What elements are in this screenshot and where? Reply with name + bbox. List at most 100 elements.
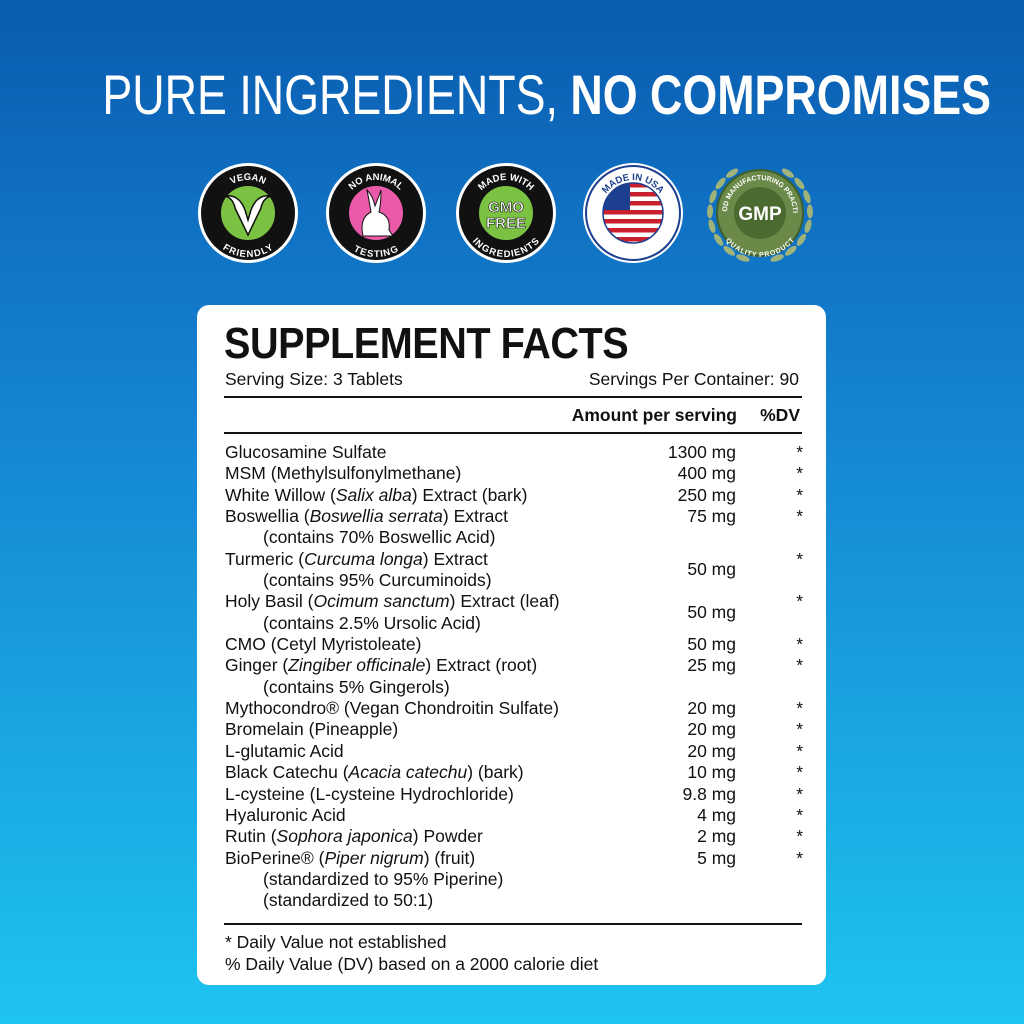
column-header-dv: %DV [760, 405, 800, 425]
ingredient-row: MSM (Methylsulfonylmethane) 400 mg * [225, 463, 803, 484]
facts-rows: Glucosamine Sulfate 1300 mg * MSM (Methylsu… [225, 442, 803, 912]
ingredient-name: Hyaluronic Acid [225, 805, 346, 826]
divider [224, 432, 802, 434]
ingredient-name-text: CMO (Cetyl Myristoleate) [225, 634, 422, 655]
column-header-amount: Amount per serving [571, 405, 737, 425]
ingredient-amount: 5 mg [697, 847, 736, 868]
ingredient-name-suffix: ) Extract [422, 548, 488, 569]
ingredient-row: Mythocondro® (Vegan Chondroitin Sulfate)… [225, 698, 803, 719]
ingredient-row: Hyaluronic Acid 4 mg * [225, 804, 803, 826]
divider [224, 396, 802, 398]
ingredient-name-text: L-glutamic Acid [225, 740, 344, 761]
ingredient-subline: (contains 5% Gingerols) [225, 677, 802, 698]
ingredient-amount: 2 mg [697, 826, 736, 847]
ingredient-name-suffix: ) Extract (bark) [411, 484, 528, 505]
ingredient-subline: (contains 2.5% Ursolic Acid) [225, 613, 802, 634]
ingredient-name: Rutin (Sophora japonica) Powder [225, 826, 483, 847]
ingredient-name: Ginger (Zingiber officinale) Extract (ro… [225, 655, 537, 676]
ingredient-amount: 20 mg [687, 740, 736, 761]
supplement-facts-panel: SUPPLEMENT FACTS Serving Size: 3 Tablets… [197, 305, 826, 985]
ingredient-name-text: Holy Basil ( [225, 591, 314, 612]
ingredient-subline: (standardized to 95% Piperine) [225, 869, 802, 890]
ingredient-latin-name: Boswellia serrata [309, 506, 443, 527]
ingredient-dv: * [796, 442, 803, 462]
ingredient-detail: (standardized to 95% Piperine) [263, 868, 504, 889]
servings-per-container: Servings Per Container: 90 [588, 369, 799, 389]
ingredient-name-text: Rutin ( [225, 826, 277, 847]
ingredient-detail: (standardized to 50:1) [263, 890, 434, 911]
ingredient-subline: (standardized to 50:1) [225, 890, 802, 911]
headline: PURE INGREDIENTS, NO COMPROMISES [102, 62, 991, 127]
ingredient-name-text: L-cysteine (L-cysteine Hydrochloride) [225, 783, 514, 804]
ingredient-row: Glucosamine Sulfate 1300 mg * [225, 442, 803, 463]
ingredient-detail: (contains 2.5% Ursolic Acid) [263, 612, 481, 633]
ingredient-amount: 9.8 mg [682, 783, 737, 804]
usa-flag-icon: MADE IN USA [583, 163, 683, 263]
ingredient-amount: 400 mg [677, 463, 736, 484]
ingredient-amount: 250 mg [677, 484, 736, 505]
ingredient-name-suffix: ) Extract (root) [425, 655, 538, 676]
ingredient-row: Turmeric (Curcuma longa) Extract 50 mg * [225, 548, 803, 580]
ingredient-row: White Willow (Salix alba) Extract (bark)… [225, 484, 803, 506]
ingredient-name: L-cysteine (L-cysteine Hydrochloride) [225, 784, 514, 805]
ingredient-name-suffix: ) Powder [412, 826, 483, 847]
ingredient-name-suffix: ) Extract (leaf) [449, 591, 560, 612]
svg-text:VEGAN: VEGAN [229, 172, 268, 187]
gmp-seal-icon: GOOD MANUFACTURING PRACTICEQUALITY PRODU… [707, 160, 813, 262]
ingredient-subline: (contains 95% Curcuminoids) [225, 570, 802, 591]
ingredient-amount: 1300 mg [667, 442, 736, 462]
ingredient-name-text: Turmeric ( [225, 548, 305, 569]
ingredient-name-suffix: ) Extract [442, 506, 509, 527]
ingredient-name-text: Black Catechu ( [225, 762, 349, 783]
ingredient-dv: * [796, 826, 803, 847]
ingredient-latin-name: Salix alba [335, 484, 412, 505]
badge-row: VEGAN FRIENDLY NO ANIMAL TESTING MADE WITH IN… [195, 160, 835, 270]
ingredient-amount: 25 mg [687, 655, 736, 676]
footnote-dv-not-established: * Daily Value not established [225, 932, 447, 952]
ingredient-dv: * [796, 484, 803, 505]
ingredient-dv: * [796, 506, 803, 527]
ingredient-row: Black Catechu (Acacia catechu) (bark) 10 … [225, 762, 803, 783]
ingredient-name-text: White Willow ( [225, 484, 336, 505]
ingredient-amount: 20 mg [687, 719, 736, 740]
ingredient-detail: (contains 5% Gingerols) [263, 676, 450, 697]
ingredient-detail: (contains 70% Boswellic Acid) [263, 527, 496, 548]
ingredient-latin-name: Piper nigrum [324, 847, 424, 868]
ingredient-dv: * [796, 548, 803, 569]
ingredient-latin-name: Curcuma longa [304, 548, 423, 569]
serving-size: Serving Size: 3 Tablets [225, 369, 403, 389]
footnotes: * Daily Value not established % Daily Va… [225, 932, 598, 975]
ingredient-name: Mythocondro® (Vegan Chondroitin Sulfate) [225, 698, 559, 719]
divider [224, 923, 802, 925]
ingredient-amount: 4 mg [697, 804, 736, 825]
ingredient-dv: * [796, 783, 803, 804]
ingredient-dv: * [796, 719, 803, 740]
ingredient-dv: * [796, 634, 803, 655]
ingredient-latin-name: Acacia catechu [348, 762, 468, 783]
ingredient-name: White Willow (Salix alba) Extract (bark) [225, 485, 527, 506]
ingredient-row: CMO (Cetyl Myristoleate) 50 mg * [225, 634, 803, 655]
ingredient-name-text: MSM (Methylsulfonylmethane) [225, 463, 462, 484]
ingredient-dv: * [796, 847, 803, 868]
headline-bold: NO COMPROMISES [570, 63, 992, 126]
ingredient-amount: 10 mg [687, 762, 736, 783]
ingredient-dv: * [796, 762, 803, 783]
ingredient-row: Ginger (Zingiber officinale) Extract (ro… [225, 655, 803, 676]
ingredient-name: Black Catechu (Acacia catechu) (bark) [225, 762, 524, 783]
ingredient-dv: * [796, 463, 803, 484]
ingredient-row: L-glutamic Acid 20 mg * [225, 740, 803, 762]
ingredient-dv: * [796, 740, 803, 761]
ingredient-dv: * [796, 804, 803, 825]
ingredient-name: Turmeric (Curcuma longa) Extract [225, 549, 488, 570]
svg-text:GMP: GMP [738, 204, 782, 225]
ingredient-dv: * [796, 591, 803, 612]
ingredient-name: Bromelain (Pineapple) [225, 719, 398, 740]
ingredient-name-text: Hyaluronic Acid [225, 804, 346, 825]
ingredient-latin-name: Ocimum sanctum [313, 591, 450, 612]
ingredient-amount: 50 mg [687, 602, 736, 623]
headline-thin: PURE INGREDIENTS, [102, 63, 558, 126]
ingredient-name-text: BioPerine® ( [225, 847, 325, 868]
